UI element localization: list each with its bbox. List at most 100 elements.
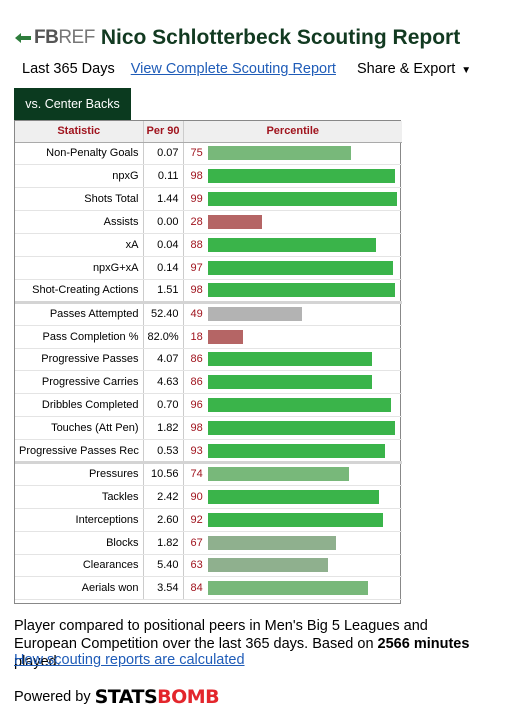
per90-cell: 0.14 (143, 256, 184, 280)
stat-name-cell: npxG (15, 164, 144, 189)
per90-cell: 10.56 (143, 460, 184, 486)
percentile-bar (208, 489, 380, 504)
percentile-cell: 49 (183, 300, 402, 326)
page-title: Nico Schlotterbeck Scouting Report (100, 26, 461, 49)
comparison-note-end: played. (14, 654, 61, 670)
stat-name-cell: npxG+xA (15, 256, 144, 280)
stat-name-cell: Touches (Att Pen) (15, 416, 144, 441)
table-row: Blocks 1.82 67 (15, 531, 402, 555)
percentile-value: 86 (190, 376, 203, 389)
percentile-bar (208, 146, 351, 161)
scouting-table: Statistic Per 90 Percentile Non-Penalty … (14, 120, 402, 604)
complete-report-link[interactable]: View Complete Scouting Report (130, 61, 336, 77)
percentile-value: 98 (190, 170, 203, 183)
table-row: npxG 0.11 98 (15, 164, 402, 189)
percentile-cell: 86 (183, 348, 402, 372)
percentile-bar (208, 283, 395, 298)
percentile-value: 98 (190, 422, 203, 435)
per90-cell: 3.54 (143, 576, 184, 601)
stat-name-cell: Shot-Creating Actions (15, 279, 144, 303)
comparison-note: Player compared to positional peers in M… (14, 617, 494, 671)
per90-cell: 2.42 (143, 485, 184, 509)
percentile-value: 93 (190, 444, 203, 457)
per90-cell: 4.63 (143, 370, 184, 395)
percentile-bar-track (208, 443, 398, 458)
statsbomb-stats-text: STATS (94, 686, 158, 708)
per90-cell: 52.40 (143, 300, 184, 326)
table-row: Shot-Creating Actions 1.51 98 (15, 279, 402, 303)
logo-ref-text: REF (58, 27, 95, 48)
percentile-bar-track (208, 512, 398, 527)
how-calculated-link[interactable]: How scouting reports are calculated (14, 652, 245, 668)
percentile-cell: 90 (183, 485, 402, 509)
percentile-bar (208, 512, 384, 527)
percentile-bar (208, 375, 372, 390)
stat-name-cell: Assists (15, 210, 144, 235)
table-row: Touches (Att Pen) 1.82 98 (15, 416, 402, 441)
percentile-value: 98 (190, 284, 203, 297)
percentile-cell: 92 (183, 508, 402, 532)
table-row: npxG+xA 0.14 97 (15, 256, 402, 280)
percentile-cell: 96 (183, 393, 402, 418)
column-header-statistic[interactable]: Statistic (15, 121, 144, 143)
percentile-bar-track (208, 215, 398, 230)
table-row: Progressive Passes Rec 0.53 93 (15, 439, 402, 463)
percentile-bar (208, 260, 393, 275)
percentile-bar-track (208, 169, 398, 184)
per90-cell: 0.04 (143, 233, 184, 257)
stat-name-cell: Interceptions (15, 508, 144, 532)
period-label: Last 365 Days (22, 61, 115, 77)
share-export-menu[interactable]: Share & Export ▼ (357, 61, 471, 77)
percentile-bar-track (208, 238, 398, 252)
percentile-value: 84 (190, 582, 203, 595)
percentile-value: 86 (190, 353, 203, 366)
column-header-percentile[interactable]: Percentile (183, 121, 402, 143)
percentile-bar-track (208, 558, 398, 573)
percentile-value: 99 (190, 193, 203, 206)
per90-cell: 1.82 (143, 531, 184, 555)
stat-name-cell: Blocks (15, 531, 144, 555)
caret-down-icon: ▼ (461, 65, 472, 76)
table-row: Non-Penalty Goals 0.07 75 (15, 142, 402, 166)
percentile-value: 92 (190, 513, 203, 526)
percentile-bar (208, 352, 372, 367)
percentile-bar-track (208, 581, 398, 596)
percentile-bar (208, 467, 350, 482)
percentile-value: 63 (190, 559, 203, 572)
percentile-bar (208, 307, 302, 322)
statsbomb-logo[interactable]: STATSBOMB (95, 686, 220, 708)
column-header-per90[interactable]: Per 90 (143, 121, 184, 143)
percentile-bar (208, 398, 391, 413)
percentile-bar (208, 581, 369, 596)
percentile-bar-track (208, 535, 398, 550)
percentile-cell: 74 (183, 460, 402, 486)
table-row: Clearances 5.40 63 (15, 554, 402, 578)
fbref-logo-mark-icon (15, 33, 31, 43)
stat-name-cell: Passes Attempted (15, 300, 144, 326)
statsbomb-bomb-text: BOMB (157, 686, 220, 708)
stat-name-cell: Pressures (15, 460, 144, 486)
per90-cell: 0.70 (143, 393, 184, 418)
percentile-cell: 28 (183, 210, 402, 235)
percentile-value: 88 (190, 239, 203, 251)
percentile-bar-track (208, 467, 398, 482)
percentile-bar-track (208, 421, 398, 436)
percentile-cell: 63 (183, 554, 402, 578)
page-header: FB REF Nico Schlotterbeck Scouting Report (14, 24, 460, 52)
logo-fb-text: FB (34, 27, 59, 48)
percentile-bar-track (208, 329, 398, 344)
stat-name-cell: Pass Completion % (15, 325, 144, 349)
share-export-label: Share & Export (356, 61, 456, 77)
per90-cell: 1.51 (143, 279, 184, 303)
fbref-logo[interactable]: FB REF (14, 27, 95, 49)
percentile-cell: 98 (183, 279, 402, 303)
stat-name-cell: xA (15, 233, 144, 257)
percentile-bar-track (208, 398, 398, 413)
percentile-value: 74 (190, 468, 203, 481)
minutes-played: 2566 minutes (377, 636, 470, 652)
per90-cell: 0.11 (143, 164, 184, 189)
table-row: Shots Total 1.44 99 (15, 187, 402, 212)
tab-vs-center-backs[interactable]: vs. Center Backs (14, 88, 131, 120)
percentile-bar-track (208, 352, 398, 367)
percentile-bar (208, 421, 395, 436)
